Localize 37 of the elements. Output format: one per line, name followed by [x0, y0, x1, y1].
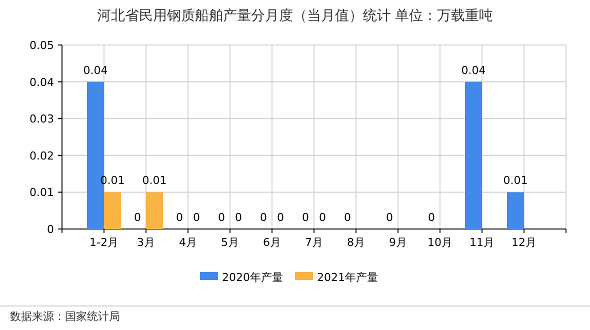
- legend-label: 2020年产量: [222, 271, 283, 284]
- data-label: 0: [235, 211, 242, 224]
- data-label: 0.01: [503, 174, 528, 188]
- y-tick-label: 0.03: [30, 112, 54, 126]
- y-tick-label: 0.02: [30, 149, 54, 162]
- y-tick-label: 0.05: [30, 39, 54, 52]
- x-tick-label: 9月: [389, 236, 407, 249]
- data-label: 0: [134, 211, 141, 224]
- chart-title: 河北省民用钢质船舶产量分月度（当月值）统计 单位：万载重吨: [96, 8, 494, 24]
- data-label: 0: [428, 211, 435, 224]
- x-tick-label: 3月: [137, 236, 155, 249]
- data-label: 0: [319, 211, 326, 224]
- x-tick-label: 12月: [512, 236, 536, 249]
- x-tick-label: 5月: [221, 236, 239, 249]
- data-label: 0: [260, 211, 267, 224]
- x-tick-label: 7月: [305, 236, 323, 249]
- y-tick-label: 0.04: [30, 76, 54, 89]
- data-label: 0: [302, 211, 309, 224]
- x-tick-label: 11月: [470, 236, 494, 249]
- y-tick-label: 0: [47, 223, 54, 236]
- legend-label: 2021年产量: [317, 271, 378, 284]
- data-label: 0: [277, 211, 284, 224]
- data-label: 0.01: [142, 174, 167, 188]
- data-label: 0: [344, 211, 351, 224]
- x-tick-label: 6月: [263, 236, 281, 249]
- data-label: 0: [176, 211, 183, 224]
- x-tick-label: 8月: [347, 236, 365, 249]
- source-note: 数据来源：国家统计局: [10, 310, 120, 323]
- x-tick-label: 4月: [179, 236, 197, 249]
- x-tick-label: 1-2月: [90, 236, 118, 249]
- data-label: 0.04: [461, 64, 486, 77]
- data-label: 0.04: [83, 64, 108, 77]
- data-label: 0: [193, 211, 200, 224]
- data-label: 0: [218, 211, 225, 224]
- data-label: 0: [386, 211, 393, 224]
- y-tick-label: 0.01: [30, 186, 54, 200]
- x-tick-label: 10月: [428, 236, 452, 249]
